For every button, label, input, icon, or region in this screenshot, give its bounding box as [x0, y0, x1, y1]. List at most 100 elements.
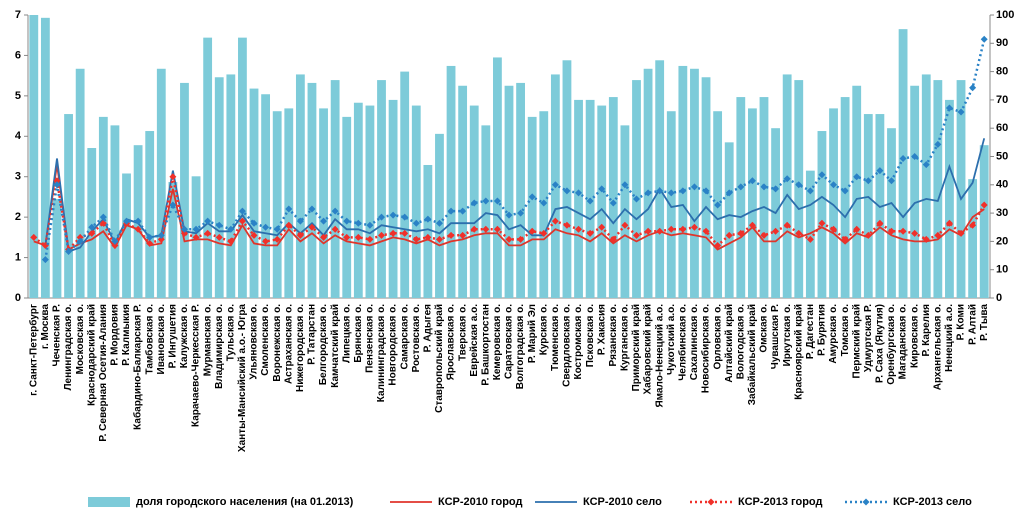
x-tick-label: Р. Северная Осетия-Алания	[98, 304, 109, 442]
point-marker	[204, 229, 212, 237]
point-marker	[725, 189, 733, 197]
point-marker	[714, 241, 722, 249]
legend-item: КСР-2010 село	[535, 496, 662, 508]
point-marker	[702, 187, 710, 195]
x-tick-label: Кировская о.	[909, 304, 920, 368]
bar	[261, 94, 271, 299]
point-marker	[656, 187, 664, 195]
bar	[75, 68, 85, 299]
point-marker	[493, 197, 501, 205]
x-tick-label: Р. Саха (Якутия)	[875, 304, 886, 383]
point-marker	[795, 181, 803, 189]
point-marker	[459, 207, 467, 215]
x-tick-label: Белгородская о.	[318, 304, 329, 385]
point-marker	[331, 207, 339, 215]
point-marker	[783, 221, 791, 229]
x-tick-label: Смоленская о.	[260, 304, 271, 376]
x-tick-label: Тюменская о.	[550, 304, 561, 371]
point-marker	[273, 225, 281, 233]
point-marker	[795, 229, 803, 237]
bar	[574, 99, 583, 299]
bar	[353, 102, 363, 298]
bar	[597, 105, 607, 298]
point-marker	[598, 223, 606, 231]
x-tick-label: Р. Карелия	[921, 304, 932, 357]
point-marker	[76, 237, 84, 245]
legend-marker	[707, 498, 715, 506]
point-marker	[737, 229, 745, 237]
y-tick-label: 6	[15, 49, 21, 61]
point-marker	[412, 235, 420, 243]
y2-tick-label: 60	[996, 122, 1008, 134]
series-line	[44, 39, 986, 260]
point-marker	[238, 217, 246, 225]
legend-swatch	[88, 497, 130, 507]
bar	[782, 74, 792, 299]
x-tick-label: Забайкальский край	[746, 304, 758, 405]
x-tick-label: Магаданская о.	[898, 304, 909, 380]
point-marker	[134, 217, 142, 225]
bar	[40, 17, 50, 299]
point-marker	[864, 177, 872, 185]
point-marker	[285, 221, 293, 229]
point-marker	[702, 227, 710, 235]
y2-tick-label: 80	[996, 66, 1008, 78]
point-marker	[378, 231, 386, 239]
point-marker	[157, 235, 165, 243]
point-marker	[389, 211, 397, 219]
point-marker	[435, 219, 443, 227]
point-marker	[354, 233, 362, 241]
point-marker	[227, 237, 235, 245]
x-tick-label: Псковская о.	[585, 304, 596, 367]
point-marker	[957, 229, 965, 237]
point-marker	[366, 235, 374, 243]
point-marker	[853, 225, 861, 233]
bar	[400, 71, 410, 298]
bar	[122, 173, 131, 298]
point-marker	[714, 201, 722, 209]
point-marker	[296, 231, 304, 239]
bar	[852, 85, 862, 298]
bar	[736, 97, 746, 298]
x-tick-label: Челябинская о.	[676, 304, 688, 381]
point-marker	[667, 189, 675, 197]
point-marker	[493, 225, 501, 233]
point-marker	[679, 187, 687, 195]
legend-label: доля городского населения (на 01.2013)	[136, 496, 354, 508]
x-tick-label: Хабаровский край	[642, 304, 654, 395]
point-marker	[563, 221, 571, 229]
point-marker	[262, 223, 270, 231]
legend-marker	[862, 498, 870, 506]
x-tick-label: Костромская о.	[573, 304, 584, 380]
point-marker	[308, 223, 316, 231]
y2-tick-label: 50	[996, 150, 1008, 162]
point-marker	[88, 229, 96, 237]
point-marker	[690, 183, 698, 191]
x-tick-label: Кемеровская о.	[492, 304, 503, 380]
point-marker	[772, 227, 780, 235]
point-marker	[969, 221, 977, 229]
x-tick-label: Р. Коми	[956, 304, 967, 340]
x-tick-label: Р. Алтай	[967, 304, 978, 345]
point-marker	[575, 225, 583, 233]
point-marker	[748, 221, 756, 229]
y-tick-label: 4	[15, 130, 22, 142]
point-marker	[517, 235, 525, 243]
x-tick-label: Курская о.	[538, 304, 549, 355]
point-marker	[644, 227, 652, 235]
series-line	[33, 164, 985, 251]
point-marker	[169, 173, 177, 181]
point-marker	[609, 235, 617, 243]
point-marker	[528, 227, 536, 235]
point-marker	[285, 205, 293, 213]
point-marker	[818, 171, 826, 179]
point-marker	[911, 229, 919, 237]
point-marker	[320, 217, 328, 225]
y2-tick-label: 20	[996, 235, 1008, 247]
bar	[956, 80, 966, 298]
point-marker	[505, 211, 513, 219]
point-marker	[366, 221, 374, 229]
point-marker	[320, 233, 328, 241]
point-marker	[192, 225, 200, 233]
point-marker	[621, 221, 629, 229]
